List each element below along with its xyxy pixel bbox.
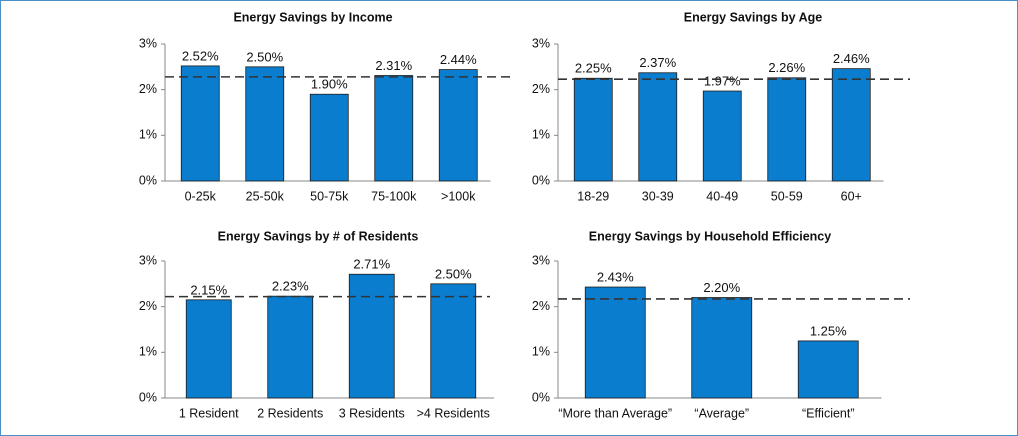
bar [348,273,395,399]
x-tick-label: 25-50k [246,189,285,203]
x-tick-label: “Efficient” [802,406,855,420]
chart-title: Energy Savings by Age [684,10,823,24]
y-tick-label: 2% [139,82,157,96]
y-tick-label: 0% [139,173,157,187]
data-label: 1.97% [704,73,741,88]
data-label: 2.46% [833,51,870,66]
y-tick-label: 1% [532,345,550,359]
data-label: 2.31% [375,58,412,73]
data-label: 2.50% [435,266,472,281]
x-tick-label: 60+ [841,189,862,203]
bar [797,340,859,399]
data-label: 2.50% [246,49,283,64]
bar [438,69,478,182]
chart-title: Energy Savings by Income [233,10,392,24]
x-tick-label: 18-29 [577,189,609,203]
y-tick-label: 1% [532,128,550,142]
x-tick-label: 75-100k [371,189,417,203]
bar [584,286,646,399]
x-tick-label: “Average” [694,406,749,420]
y-tick-label: 1% [139,345,157,359]
chart-title: Energy Savings by # of Residents [218,229,419,243]
data-label: 2.26% [768,60,805,75]
x-tick-label: 3 Residents [339,406,405,420]
bar [573,77,613,182]
x-tick-label: 0-25k [185,189,217,203]
x-tick-label: 30-39 [642,189,674,203]
data-label: 2.44% [440,52,477,67]
y-tick-label: 1% [139,128,157,142]
data-label: 2.25% [575,61,612,76]
data-label: 2.71% [353,257,390,272]
data-label: 2.37% [639,55,676,70]
bar [309,93,349,182]
y-tick-label: 2% [532,82,550,96]
y-tick-label: 3% [139,36,157,50]
bar [430,283,477,399]
bar [831,68,871,182]
data-label: 2.15% [190,282,227,297]
bar [702,90,742,182]
data-label: 1.90% [311,77,348,92]
y-tick-label: 3% [532,253,550,267]
bar [267,295,314,399]
bar [374,75,414,182]
x-tick-label: 2 Residents [257,406,323,420]
y-tick-label: 3% [139,253,157,267]
bar [185,299,232,399]
y-tick-label: 0% [532,390,550,404]
x-tick-label: 40-49 [706,189,738,203]
x-tick-label: “More than Average” [558,406,672,420]
data-label: 2.43% [597,269,634,284]
y-tick-label: 3% [532,36,550,50]
y-tick-label: 0% [532,173,550,187]
chart-title: Energy Savings by Household Efficiency [589,229,831,243]
x-tick-label: 50-59 [771,189,803,203]
data-label: 2.52% [182,48,219,63]
data-label: 2.20% [703,280,740,295]
bar [767,77,807,182]
data-label: 2.23% [272,279,309,294]
bar [691,297,753,399]
y-tick-label: 2% [139,299,157,313]
x-tick-label: >4 Residents [417,406,490,420]
bar [180,65,220,182]
data-label: 1.25% [810,323,847,338]
y-tick-label: 2% [532,299,550,313]
bar [638,72,678,182]
bar [245,66,285,182]
x-tick-label: 50-75k [310,189,349,203]
x-tick-label: 1 Resident [179,406,239,420]
x-tick-label: >100k [441,189,476,203]
y-tick-label: 0% [139,390,157,404]
